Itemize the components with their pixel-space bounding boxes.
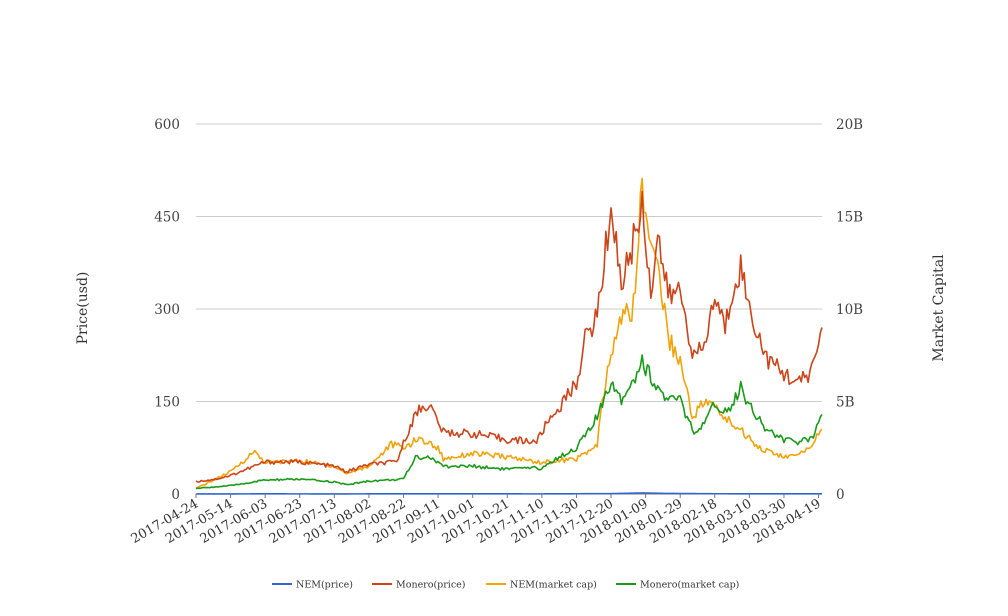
y-right-tick-label: 5B bbox=[836, 395, 855, 411]
y-right-tick-label: 20B bbox=[836, 117, 863, 133]
y-axis-left-title: Price(usd) bbox=[75, 272, 91, 345]
series-line-monero-market-cap bbox=[195, 354, 823, 490]
y-right-tick-label: 15B bbox=[836, 210, 863, 226]
y-left-tick-label: 0 bbox=[171, 487, 180, 503]
y-axis-right-ticks: 0 5B 10B 15B 20B bbox=[836, 117, 863, 503]
y-left-tick-label: 600 bbox=[154, 117, 180, 133]
legend-label: NEM(price) bbox=[296, 580, 353, 591]
legend-label: Monero(price) bbox=[396, 580, 465, 591]
y-axis-left-ticks: 0 150 300 450 600 bbox=[154, 117, 180, 503]
series-lines bbox=[195, 177, 823, 495]
legend: NEM(price) Monero(price) NEM(market cap) Mo… bbox=[272, 580, 739, 591]
y-left-tick-label: 300 bbox=[154, 302, 180, 318]
y-left-tick-label: 150 bbox=[154, 395, 180, 411]
y-axis-right-title: Market Capital bbox=[931, 254, 947, 362]
series-line-monero-price bbox=[195, 190, 823, 483]
y-right-tick-label: 10B bbox=[836, 302, 863, 318]
legend-label: NEM(market cap) bbox=[510, 580, 597, 591]
gridlines bbox=[196, 123, 822, 495]
legend-label: Monero(market cap) bbox=[640, 580, 739, 591]
series-line-nem-price bbox=[195, 492, 822, 495]
x-axis-ticks: 2017-04-242017-05-142017-06-032017-06-23… bbox=[129, 494, 824, 547]
y-left-tick-label: 450 bbox=[154, 210, 180, 226]
y-right-tick-label: 0 bbox=[836, 487, 845, 503]
